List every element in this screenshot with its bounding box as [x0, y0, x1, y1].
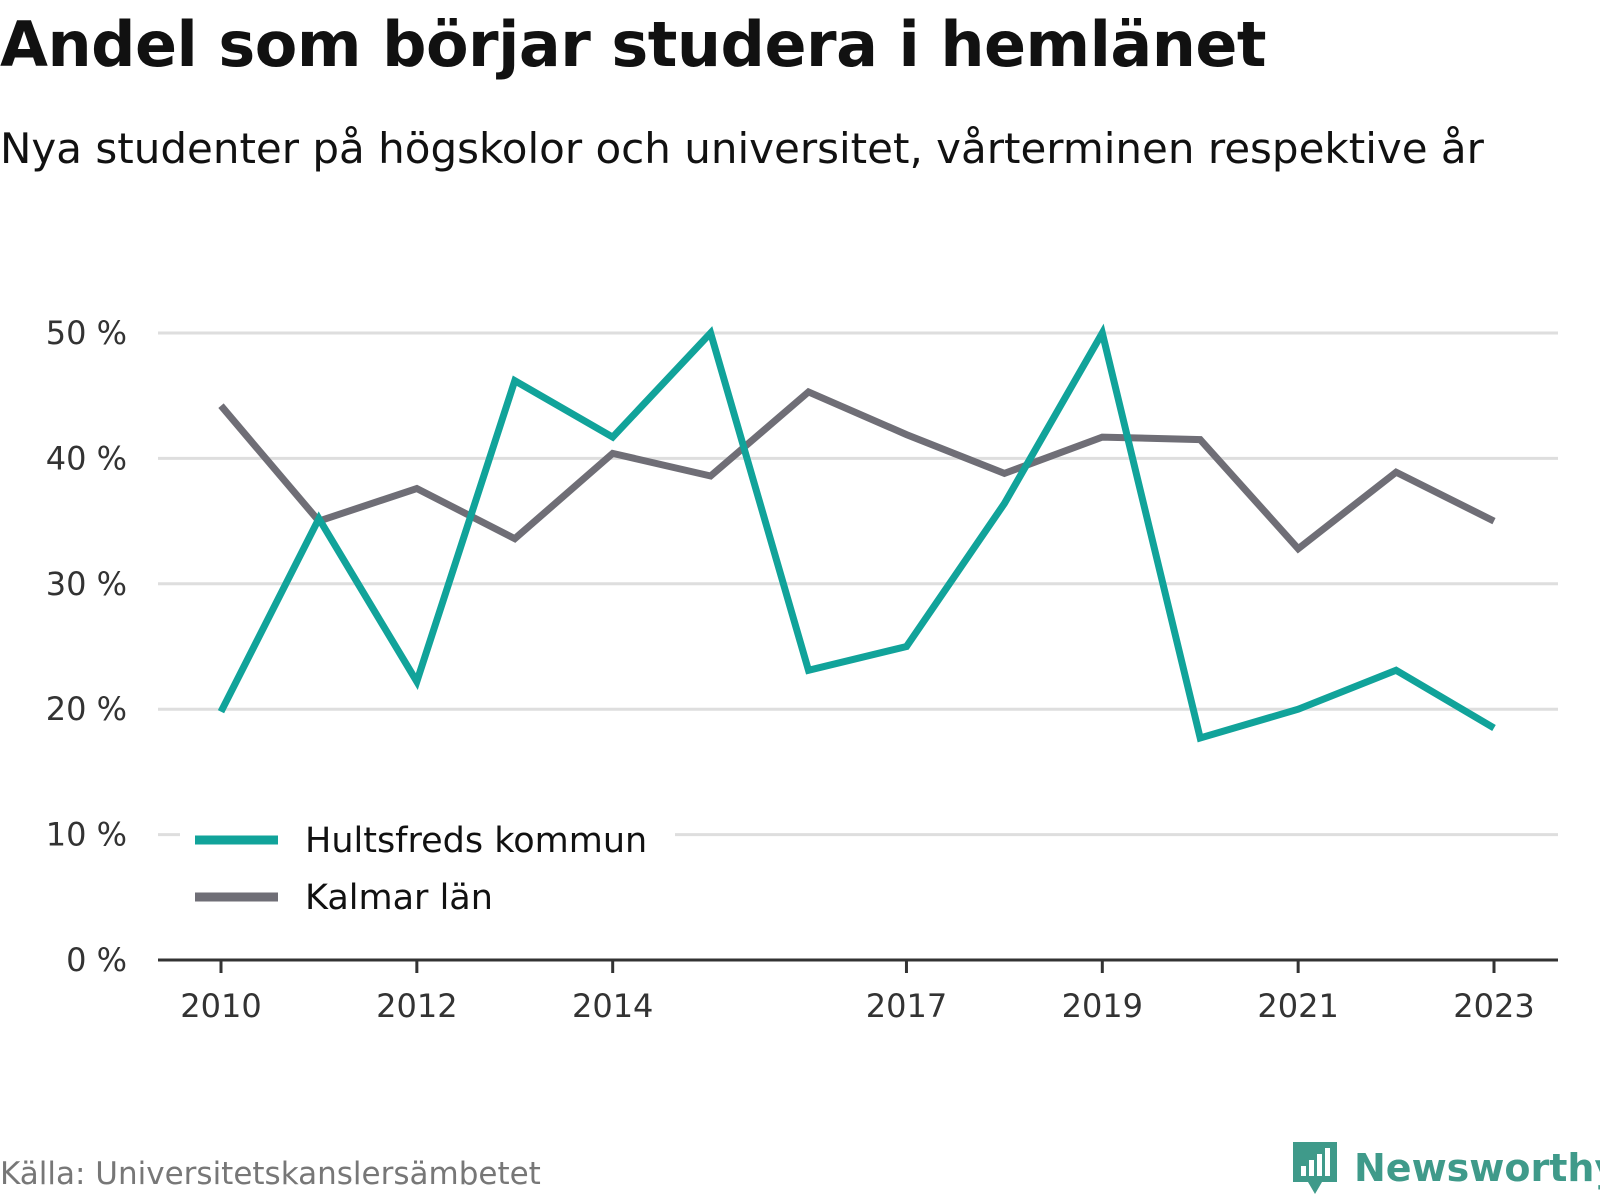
y-tick-label: 20 %	[46, 690, 127, 728]
logo-bar-3	[1317, 1154, 1322, 1176]
source-note: Källa: Universitetskanslersämbetet	[0, 1156, 541, 1192]
x-tick-label: 2019	[1062, 987, 1143, 1025]
legend: Hultsfreds kommun Kalmar län	[180, 805, 675, 933]
chart-subtitle: Nya studenter på högskolor och universit…	[0, 124, 1484, 173]
legend-background	[180, 805, 675, 933]
x-tick-label: 2023	[1453, 987, 1534, 1025]
brand-name: Newsworthy	[1354, 1146, 1600, 1190]
x-tick-label: 2014	[572, 987, 653, 1025]
y-tick-label: 0 %	[66, 941, 127, 979]
brand-logo: Newsworthy	[1290, 1138, 1600, 1198]
x-axis: 2010 2012 2014 2017 2019 2021 2023	[158, 958, 1558, 1025]
x-tick-label: 2012	[376, 987, 457, 1025]
logo-bar-4	[1325, 1148, 1330, 1176]
series-lines	[217, 323, 1496, 743]
chart-title: Andel som börjar studera i hemlänet	[0, 8, 1267, 81]
logo-bar-2	[1309, 1160, 1314, 1176]
x-tick-label: 2017	[866, 987, 947, 1025]
legend-label: Kalmar län	[305, 878, 493, 918]
legend-label: Hultsfreds kommun	[305, 821, 647, 861]
y-tick-label: 30 %	[46, 565, 127, 603]
y-tick-label: 50 %	[46, 314, 127, 352]
y-axis-ticks: 0 % 10 % 20 % 30 % 40 % 50 %	[46, 314, 127, 979]
series-line	[218, 387, 1496, 554]
series-line	[217, 323, 1496, 743]
logo-bar-1	[1301, 1166, 1306, 1176]
newsworthy-logo-icon	[1293, 1142, 1337, 1194]
logo-bubble	[1293, 1142, 1337, 1194]
x-tick-label: 2021	[1257, 987, 1338, 1025]
x-tick-label: 2010	[180, 987, 261, 1025]
y-tick-label: 40 %	[46, 439, 127, 477]
y-tick-label: 10 %	[46, 816, 127, 854]
grid-lines	[158, 331, 1558, 837]
